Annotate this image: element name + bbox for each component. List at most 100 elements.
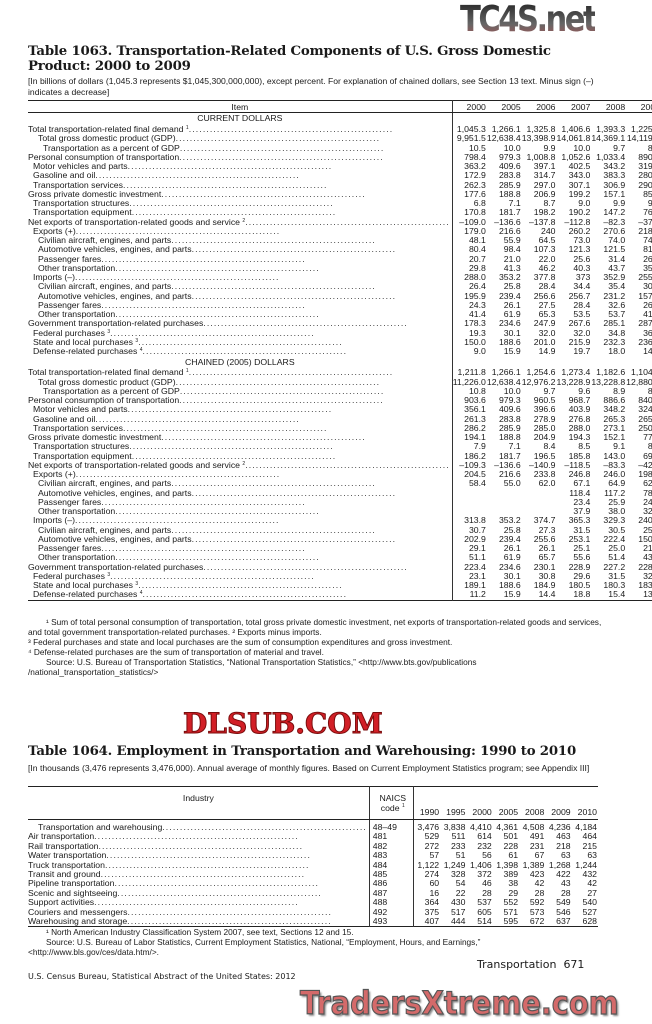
row-label: Defense-related purchases 4 [28,347,452,356]
row-label-cell: Imports (–) [28,273,453,283]
value-cell: 372 [477,869,492,880]
value-cell: 179.0 [464,225,486,236]
row-label-cell: Rail transportation [28,841,370,852]
value-cell: 234.6 [498,318,521,329]
value-cell: 364 [424,897,440,908]
dot-leader [143,590,452,599]
row-label-text: Water transportation [28,851,107,861]
value-cell: 10.0 [503,142,521,153]
dot-leader [117,889,368,898]
table-row: Imports (–) 288.0 353.2 377.8 373 352.9 255.8 [28,272,652,283]
value-cell: 377.8 [533,272,556,282]
dot-leader [192,535,452,544]
row-label-cell: Civilian aircraft, engines, and parts [28,525,453,535]
dot-leader [75,273,452,282]
row-label: Other transportation [28,507,452,516]
row-label: Net exports of transportation-related go… [28,461,452,470]
value-cell: 180.3 [603,580,626,590]
value-cell: 10.5 [468,142,486,153]
value-cell: 352.9 [603,272,626,282]
value-cell: 73.0 [573,235,591,245]
value-cell: 64.5 [538,235,556,245]
row-label: Scenic and sightseeing [28,889,369,898]
value-cell: 188.8 [498,188,521,199]
value-cell: 979.3 [498,151,521,162]
value-cell: 239.4 [498,533,521,544]
value-cell: 172.9 [464,170,486,181]
value-cell: 396.6 [533,404,556,415]
value-cell: 7.9 [473,441,486,452]
value-cell: 276.8 [568,413,591,424]
value-cell: 4,236 [548,822,571,832]
table-row: Transportation services 286.2 285.9 285.0 28… [28,422,652,433]
table-row: Exports (+) 179.0 216.6 240 260.2 270.6 218.3 [28,225,652,236]
column-header-year: 2008 [519,786,546,820]
value-cell: 265.3 [638,413,652,424]
value-cell: 42 [534,878,545,889]
value-cell: 23.1 [468,570,486,581]
value-cell: 107.3 [533,244,556,255]
watermark-logo-middle: DLSUB.COM [183,707,384,740]
value-cell: –136.6 [494,459,521,470]
value-cell: 7.1 [508,441,521,452]
table-row: Government transportation-related purcha… [28,562,652,572]
value-cell: 12,638.4 [486,376,521,387]
dot-leader [192,245,452,254]
row-label: Federal purchases 3 [28,329,452,338]
footnote-ref: 3 [107,571,111,578]
value-cell [522,498,557,507]
value-cell: 74.0 [608,235,626,245]
value-cell: 402.5 [568,161,591,171]
value-cell [522,489,557,498]
value-cell: 46 [482,878,492,889]
value-cell: 514 [477,916,492,927]
table-row: State and local purchases 3 189.1 188.6 184… [28,580,652,591]
row-label-cell: Automotive vehicles, engines, and parts [28,534,453,544]
value-cell: 38 [508,878,519,889]
value-cell: 67.1 [573,478,591,489]
row-label-cell: Other transportation [28,263,453,273]
footnote-ref: 1 [402,803,405,809]
value-cell: 255.6 [533,533,556,544]
row-label: Transportation services [28,424,452,433]
value-cell: 464 [582,831,598,842]
value-cell: 283.8 [498,413,521,424]
value-cell: 798.4 [464,151,486,162]
value-cell: 1,266.1 [491,124,521,134]
value-cell: 1,273.4 [561,367,591,378]
value-cell: 286.2 [464,422,486,433]
value-cell: 29.1 [468,543,486,553]
value-cell: 1,182.6 [596,367,626,378]
value-cell: –37.5 [638,216,652,227]
table-row: Defense-related purchases 4 9.0 15.9 14.9 19… [28,346,652,357]
value-cell: 389 [503,869,519,880]
row-label-cell: Gasoline and oil [28,414,453,424]
value-cell: 53.5 [573,309,591,319]
value-cell: 27 [587,887,597,898]
row-label: Truck transportation [28,861,369,870]
row-label-cell: Automotive vehicles, engines, and parts [28,488,453,498]
value-cell: 960.5 [533,395,556,405]
value-cell: 1,244 [575,859,597,870]
value-cell: 30.1 [503,570,521,581]
value-cell: 81.7 [643,244,652,255]
value-cell: 147.2 [603,207,626,218]
dot-leader [101,255,451,264]
value-cell: 21.6 [643,543,652,553]
value-cell: 201.0 [533,336,556,347]
table-row: Transportation services 262.3 285.9 297.0 30… [28,179,652,190]
row-label-text: Transportation structures [33,442,130,452]
value-cell: 28 [534,887,545,898]
row-label-cell: Imports (–) [28,516,453,526]
value-cell: 274 [424,869,440,880]
value-cell: 18.8 [573,589,591,600]
value-cell: 12,880.6 [626,376,652,387]
value-cell: 272 [424,840,440,851]
dot-leader [161,190,451,199]
dot-leader [143,347,452,356]
value-cell: 13,228.8 [591,376,626,387]
table-row: Passenger fares 23.4 25.9 24.9 [28,497,652,507]
value-cell: 979.3 [498,395,521,405]
value-cell: 262.3 [464,179,486,190]
column-header-year: 2009 [545,786,572,820]
